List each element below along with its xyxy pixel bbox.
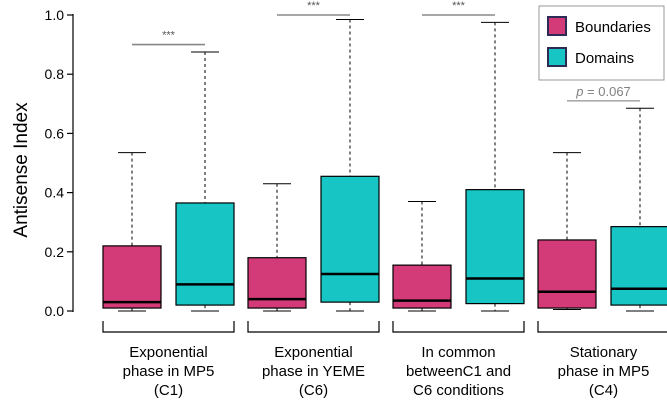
significance-label: *** [162, 30, 176, 42]
legend: Boundaries Domains [538, 5, 665, 81]
significance-label: *** [307, 0, 321, 12]
legend-swatch [547, 47, 567, 67]
category-label: phase in YEME [262, 363, 365, 380]
category-label: Exponential [129, 344, 207, 361]
legend-label: Domains [575, 50, 634, 67]
category-label: (C6) [299, 382, 328, 399]
box-domains-1 [320, 18, 380, 312]
p-symbol: p [575, 84, 583, 99]
category-bracket [392, 321, 525, 333]
legend-swatch [547, 16, 567, 36]
category-label: (C4) [589, 382, 618, 399]
y-axis-title: Antisense Index [11, 102, 32, 238]
category-bracket [537, 321, 667, 333]
y-axis: 0.0 0.2 0.4 0.6 0.8 1.0 [45, 7, 74, 319]
significance-annotations: *** *** *** p = 0.067 [132, 0, 640, 102]
y-tick-label: 0.0 [45, 303, 65, 319]
category-label: betweenC1 and [406, 363, 511, 380]
box-iqr [610, 226, 667, 306]
box-iqr [175, 202, 235, 306]
y-tick-label: 0.8 [45, 66, 65, 82]
box-iqr [102, 245, 162, 309]
category-label: Stationary [570, 344, 638, 361]
box-domains-3 [610, 107, 667, 312]
box-boundaries-1 [247, 183, 307, 312]
y-tick-label: 0.4 [45, 185, 65, 201]
y-tick-label: 1.0 [45, 7, 65, 23]
y-tick-label: 0.6 [45, 125, 65, 141]
box-boundaries-3 [537, 152, 597, 311]
box-iqr [537, 239, 597, 309]
box-iqr [465, 189, 525, 305]
p-value-label: p = 0.067 [575, 84, 631, 99]
category-label: phase in MP5 [123, 363, 215, 380]
category-label: In common [421, 344, 495, 361]
box-boundaries-0 [102, 152, 162, 312]
category-label: Exponential [274, 344, 352, 361]
box-boundaries-2 [392, 200, 452, 312]
box-domains-2 [465, 21, 525, 312]
box-domains-0 [175, 51, 235, 312]
significance-label: *** [452, 0, 466, 12]
category-bracket [247, 321, 380, 333]
y-tick-label: 0.2 [45, 244, 65, 260]
category-label: C6 conditions [413, 382, 504, 399]
box-iqr [320, 175, 380, 303]
legend-label: Boundaries [575, 19, 651, 36]
box-series [102, 18, 667, 312]
category-bracket [102, 321, 235, 333]
x-axis: Exponential phase in MP5 (C1) Exponential ph… [102, 321, 667, 399]
category-label: (C1) [154, 382, 183, 399]
p-value: = 0.067 [583, 84, 630, 99]
box-iqr [247, 257, 307, 309]
category-label: phase in MP5 [558, 363, 650, 380]
